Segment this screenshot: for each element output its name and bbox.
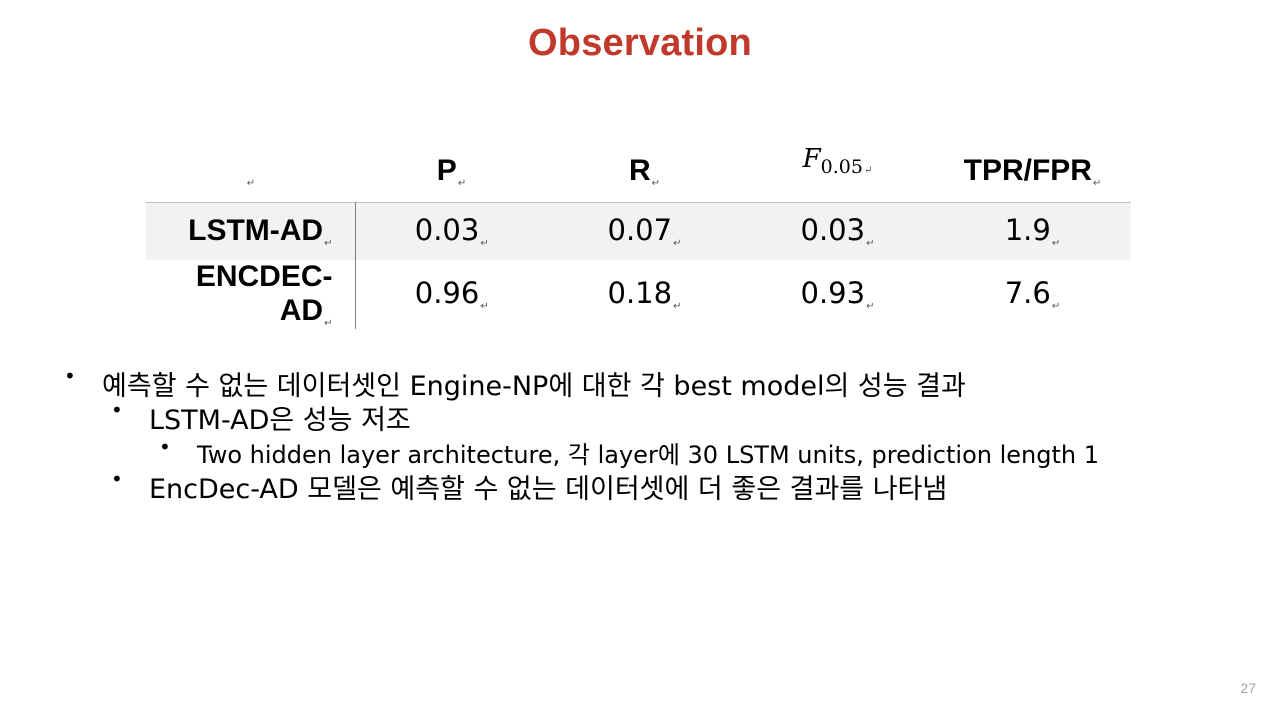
paragraph-mark-icon: ↵ <box>866 238 875 250</box>
bullet-text: Two hidden layer architecture, 각 layer에 … <box>197 441 1099 469</box>
bullet-item: • EncDec-AD 모델은 예측할 수 없는 데이터셋에 더 좋은 결과를 … <box>111 467 948 506</box>
paragraph-mark-icon: ↵ <box>457 177 467 189</box>
bullet-text: LSTM-AD은 성능 저조 <box>149 405 411 436</box>
cell-tpr-fpr: 1.9↵ <box>1004 213 1061 250</box>
header-f-score: F0.05↵ <box>802 144 873 178</box>
bullet-icon: • <box>64 364 76 388</box>
bullet-text: EncDec-AD 모델은 예측할 수 없는 데이터셋에 더 좋은 결과를 나타… <box>149 474 948 505</box>
paragraph-mark-icon: ↵ <box>673 238 682 250</box>
paragraph-mark-icon: ↵ <box>1051 301 1061 312</box>
paragraph-mark-icon: ↵ <box>324 237 333 249</box>
cell-recall: 0.07↵ <box>607 213 682 250</box>
paragraph-mark-icon: ↵ <box>863 165 873 176</box>
cell-f-score: 0.03↵ <box>800 213 875 250</box>
bullet-icon: • <box>111 398 123 422</box>
header-precision: P↵ <box>436 153 467 189</box>
paragraph-mark-icon: ↵ <box>866 301 875 312</box>
bullet-item: • LSTM-AD은 성능 저조 <box>111 398 411 437</box>
results-table: ↵ P↵ R↵ F0.05↵ TPR/FPR↵ LSTM-AD↵ 0.03↵ 0… <box>146 140 1131 329</box>
bullet-icon: • <box>111 467 123 491</box>
paragraph-mark-icon: ↵ <box>1092 177 1102 189</box>
bullet-text: 예측할 수 없는 데이터셋인 Engine-NP에 대한 각 best mode… <box>102 371 966 402</box>
header-recall: R↵ <box>628 153 661 189</box>
slide-title: Observation <box>528 22 752 64</box>
table-header-row: ↵ P↵ R↵ F0.05↵ TPR/FPR↵ <box>146 140 1131 203</box>
paragraph-mark-icon: ↵ <box>673 301 682 312</box>
header-tpr-fpr: TPR/FPR↵ <box>963 153 1102 189</box>
bullet-item: • 예측할 수 없는 데이터셋인 Engine-NP에 대한 각 best mo… <box>64 364 966 403</box>
cell-precision: 0.03↵ <box>414 213 489 250</box>
table-row: ENCDEC-AD↵ 0.96↵ 0.18↵ 0.93↵ 7.6↵ <box>146 259 1131 329</box>
header-empty-cell: ↵ <box>146 140 355 203</box>
paragraph-mark-icon: ↵ <box>246 177 256 189</box>
cell-recall: 0.18↵ <box>607 276 682 312</box>
bullet-icon: • <box>159 435 171 459</box>
paragraph-mark-icon: ↵ <box>1051 238 1061 250</box>
row-label-lstm-ad: LSTM-AD↵ <box>146 202 356 260</box>
paragraph-mark-icon: ↵ <box>480 238 489 250</box>
cell-f-score: 0.93↵ <box>800 276 875 312</box>
bullet-item: • Two hidden layer architecture, 각 layer… <box>159 435 1099 470</box>
table-row: LSTM-AD↵ 0.03↵ 0.07↵ 0.03↵ 1.9↵ <box>146 202 1131 260</box>
cell-tpr-fpr: 7.6↵ <box>1004 276 1061 312</box>
paragraph-mark-icon: ↵ <box>324 317 333 329</box>
row-label-encdec-ad: ENCDEC-AD↵ <box>146 259 356 329</box>
paragraph-mark-icon: ↵ <box>480 301 489 312</box>
cell-precision: 0.96↵ <box>414 276 489 312</box>
paragraph-mark-icon: ↵ <box>651 177 661 189</box>
page-number: 27 <box>1240 680 1256 696</box>
